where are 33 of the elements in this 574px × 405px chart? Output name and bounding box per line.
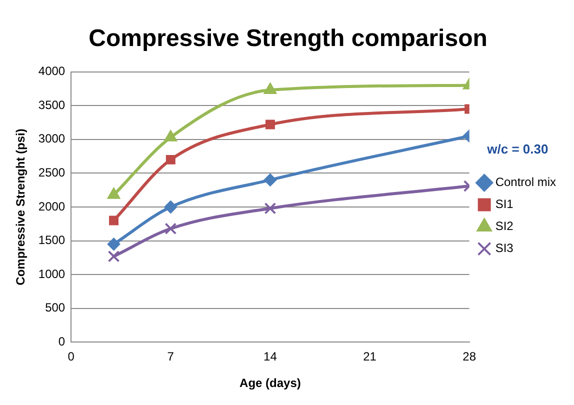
x-tick-label: 14 [264, 350, 278, 364]
y-tick-label: 1500 [38, 233, 66, 248]
y-axis-title: Compressive Strenght (psi) [14, 128, 28, 286]
point [265, 120, 275, 130]
x-tick-label: 7 [167, 350, 174, 364]
chart-title: Compressive Strength comparison [88, 25, 488, 52]
y-tick-label: 4000 [38, 64, 66, 78]
point [264, 173, 277, 186]
point [164, 200, 178, 214]
legend-label: SI1 [495, 197, 514, 212]
y-tick-label: 500 [45, 300, 66, 315]
point [264, 82, 277, 94]
x-tick-label: 21 [363, 350, 377, 364]
y-tick-label: 3500 [38, 98, 66, 112]
point [166, 154, 176, 164]
x-tick-label: 28 [462, 350, 476, 364]
y-tick-label: 1000 [38, 266, 66, 281]
legend-label: SI2 [495, 219, 514, 234]
x-tick-label: 0 [68, 350, 75, 364]
y-tick-label: 2500 [38, 166, 66, 180]
x-axis-title: Age (days) [240, 376, 301, 390]
point [108, 250, 120, 262]
point [107, 238, 120, 251]
point [164, 222, 177, 235]
legend-title: w/c = 0.30 [486, 141, 548, 156]
legend-label: SI3 [495, 241, 514, 256]
y-tick-label: 3000 [38, 132, 66, 146]
y-tick-label: 0 [58, 334, 66, 349]
legend-label: Control mix [495, 175, 556, 190]
point [109, 216, 119, 226]
y-tick-label: 2000 [38, 199, 66, 214]
point [264, 202, 276, 214]
point [164, 130, 178, 142]
